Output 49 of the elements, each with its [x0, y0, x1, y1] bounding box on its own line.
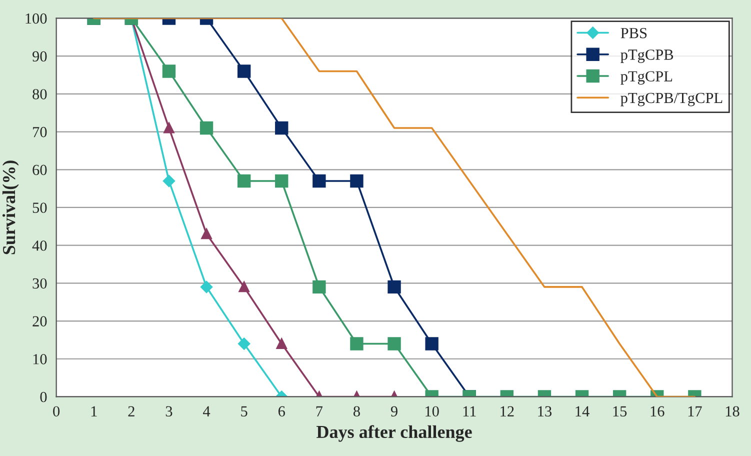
- x-tick-label: 10: [426, 406, 439, 416]
- point: [350, 174, 364, 188]
- x-tick-label: 14: [576, 406, 590, 416]
- point: [275, 174, 288, 188]
- point: [275, 121, 288, 135]
- y-tick-label: 0: [40, 392, 47, 402]
- y-tick-label: 20: [32, 316, 47, 326]
- y-tick-label: 10: [33, 354, 47, 364]
- y-tick-label: 40: [32, 240, 47, 251]
- point: [388, 280, 401, 294]
- x-tick-label: 18: [726, 406, 740, 416]
- legend-label: pTgCPB/TgCPL: [620, 92, 722, 106]
- y-tick-label: 60: [32, 164, 47, 176]
- point: [237, 174, 251, 188]
- y-tick-label: 90: [32, 51, 47, 62]
- point: [201, 228, 212, 240]
- x-tick-label: 17: [688, 406, 702, 416]
- x-tick-label: 16: [650, 406, 664, 416]
- x-tick-label: 7: [316, 406, 323, 416]
- x-tick-label: 2: [128, 406, 134, 416]
- point: [200, 121, 214, 135]
- x-tick-label: 1: [91, 406, 97, 416]
- legend-label: pTgCPL: [620, 71, 672, 85]
- y-tick-label: 80: [32, 89, 47, 100]
- x-tick-label: 15: [613, 406, 627, 416]
- x-tick-label: 3: [166, 406, 172, 416]
- y-tick-label: 30: [32, 278, 47, 289]
- point: [163, 175, 175, 187]
- legend-label: PBS: [620, 28, 647, 38]
- x-tick-label: 8: [353, 406, 360, 416]
- x-tick-label: 5: [241, 406, 248, 416]
- y-tick-label: 70: [33, 126, 47, 138]
- x-tick-label: 4: [203, 406, 210, 416]
- x-tick-label: 11: [463, 406, 476, 416]
- point: [164, 122, 174, 134]
- point: [200, 281, 212, 293]
- x-tick-label: 6: [278, 406, 285, 416]
- y-tick-label: 50: [32, 202, 47, 213]
- point: [312, 174, 326, 188]
- x-tick-label: 0: [53, 406, 60, 416]
- x-tick-label: 12: [500, 406, 514, 416]
- x-tick-label: 13: [538, 406, 552, 416]
- y-tick-label: 100: [26, 13, 47, 24]
- x-tick-label: 9: [390, 406, 398, 416]
- point: [238, 282, 250, 292]
- x-axis-title: Days after challenge: [316, 425, 472, 442]
- legend-label: pTgCPB: [620, 50, 674, 63]
- y-axis-title: Survival(%): [2, 160, 19, 254]
- point: [312, 280, 326, 294]
